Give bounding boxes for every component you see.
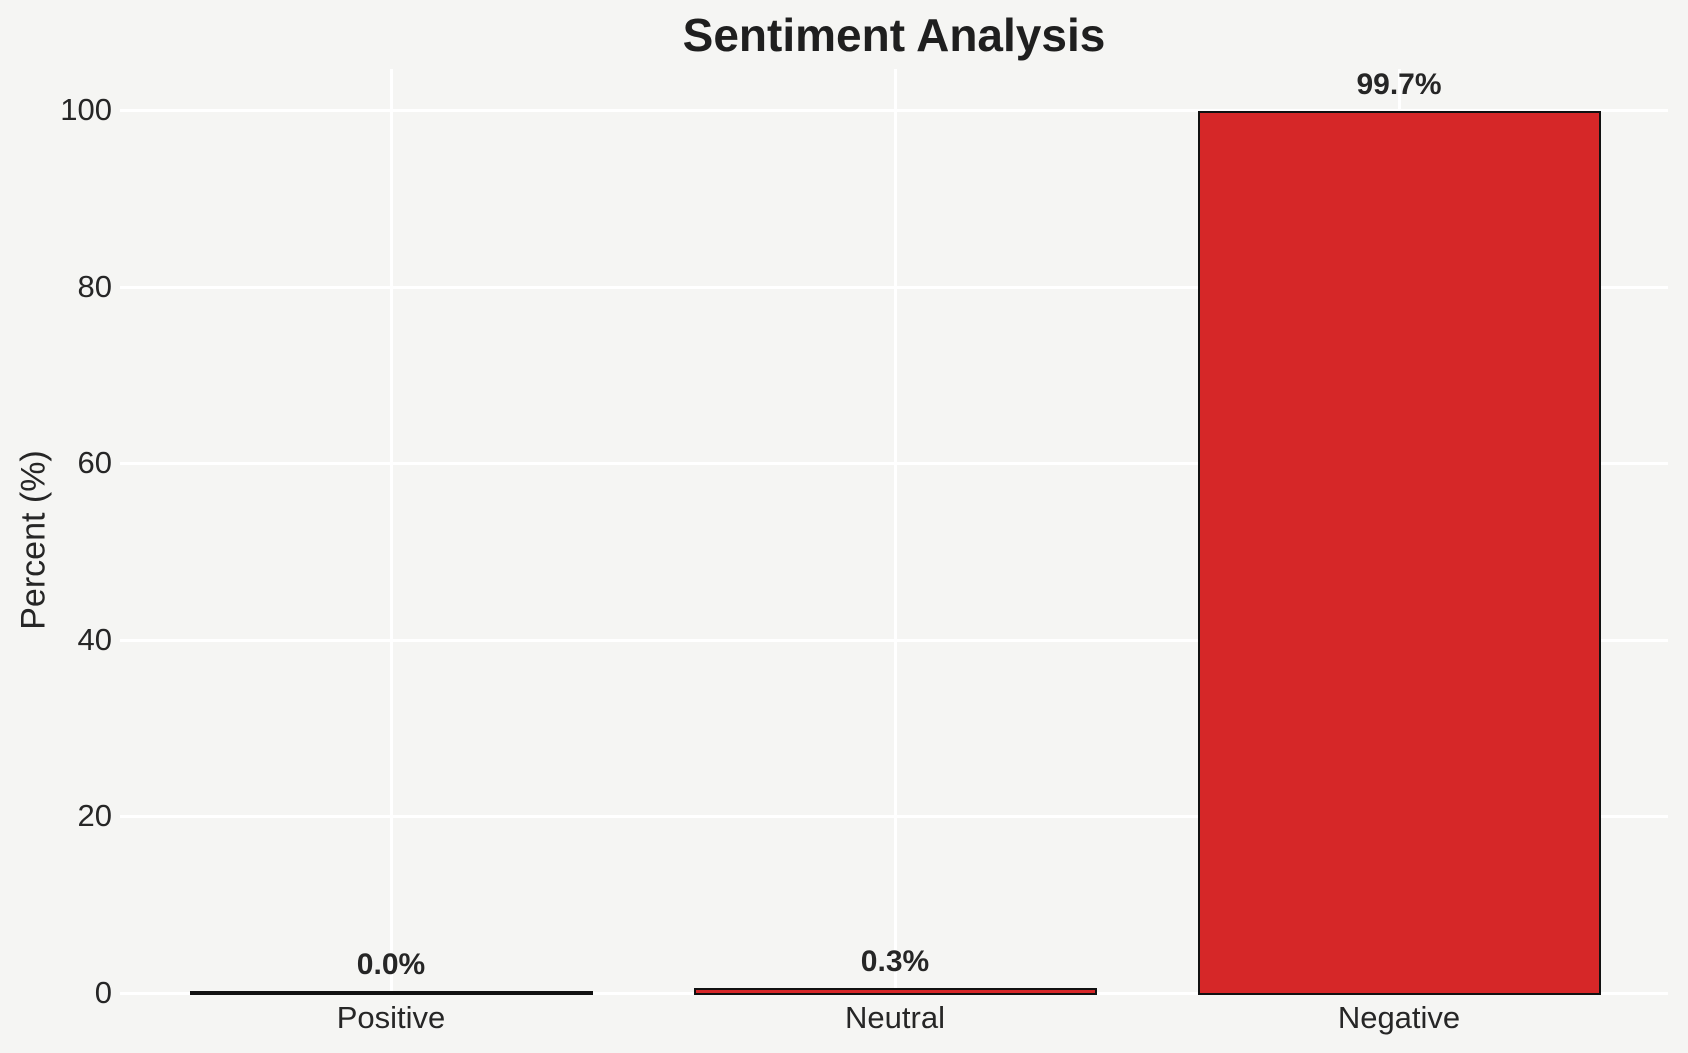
vertical-gridline [893,69,897,995]
y-tick-label: 100 [60,92,112,127]
y-tick-label: 20 [77,798,112,834]
y-tick-label: 80 [77,268,112,304]
category-label-neutral: Neutral [845,1000,945,1035]
y-tick-label: 0 [94,975,112,1010]
category-label-negative: Negative [1337,1000,1461,1035]
chart-title: Sentiment Analysis [682,9,1106,61]
category-label-positive: Positive [336,1000,446,1035]
bar-value-label: 0.0% [356,948,426,981]
bar-value-label: 99.7% [1356,67,1442,101]
bar-value-label: 0.3% [860,945,930,979]
bar-positive [189,991,593,995]
bar-neutral [693,988,1097,995]
y-tick-label: 60 [77,445,112,481]
y-tick-label: 40 [77,621,112,657]
vertical-gridline [389,69,393,995]
bar-negative [1197,110,1601,995]
